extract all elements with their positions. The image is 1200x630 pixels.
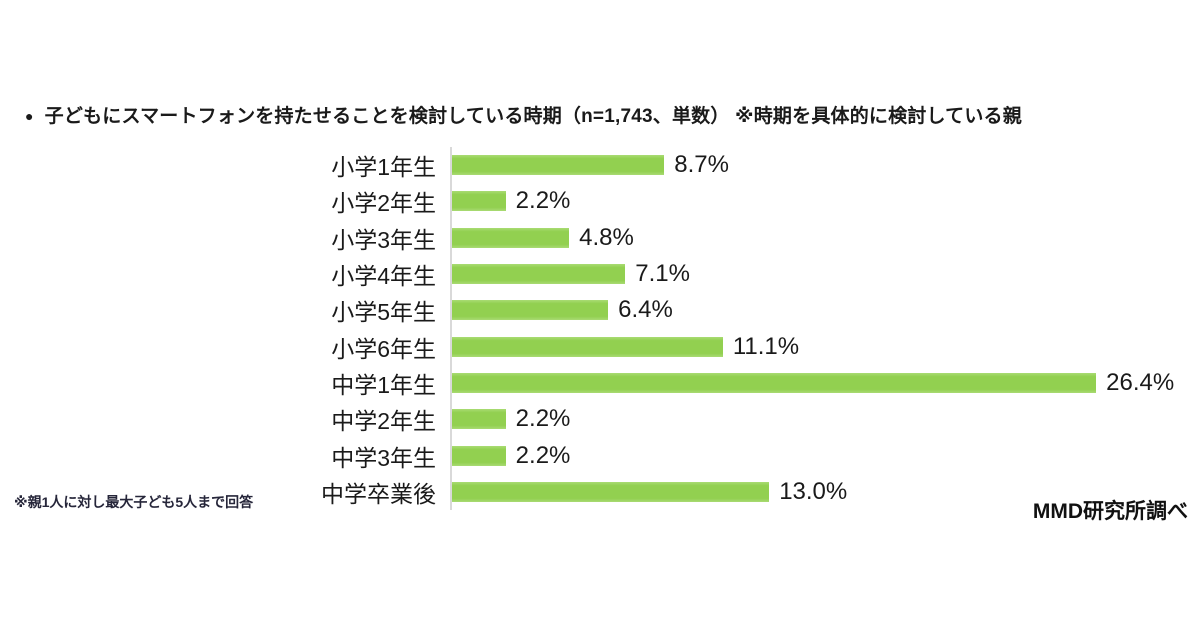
category-label: 小学3年生: [331, 226, 436, 253]
bar-row: 小学2年生 2.2%: [0, 183, 1200, 220]
bar: [452, 409, 506, 430]
value-label: 8.7%: [674, 151, 729, 179]
bar: [452, 336, 723, 357]
bar-row: 中学1年生 26.4%: [0, 364, 1200, 402]
bar-chart: 小学1年生 8.7% 小学2年生 2.2% 小学3年生 4.8% 小学4年生 7.1% 小学5年…: [0, 147, 1200, 510]
plot-area: 6.4%: [450, 292, 1200, 329]
category-label: 小学5年生: [331, 299, 436, 326]
bar-row: 小学6年生 11.1%: [0, 328, 1200, 365]
category-label: 小学4年生: [331, 263, 436, 290]
plot-area: 26.4%: [450, 364, 1200, 402]
bar: [452, 445, 506, 466]
bar: [452, 264, 626, 285]
plot-area: 4.8%: [450, 219, 1200, 256]
plot-area: 11.1%: [450, 328, 1200, 365]
plot-area: 2.2%: [450, 437, 1200, 474]
plot-area: 7.1%: [450, 255, 1200, 293]
category-label: 中学3年生: [331, 444, 436, 471]
category-label: 小学6年生: [331, 335, 436, 362]
plot-area: 2.2%: [450, 401, 1200, 438]
value-label: 7.1%: [635, 260, 690, 288]
bar: [452, 227, 570, 248]
chart-title: 子どもにスマートフォンを持たせることを検討している時期（n=1,743、単数） …: [44, 106, 1022, 127]
bar: [452, 372, 1097, 393]
source-credit: MMD研究所調べ: [1032, 500, 1188, 523]
footnote: ※親1人に対し最大子ども5人まで回答: [14, 494, 254, 510]
plot-area: 13.0%: [450, 473, 1200, 510]
category-label: 中学2年生: [331, 408, 436, 435]
value-label: 13.0%: [779, 477, 848, 505]
bar-row: 小学1年生 8.7%: [0, 147, 1200, 184]
category-label: 小学2年生: [331, 190, 436, 217]
value-label: 11.1%: [732, 332, 800, 360]
category-label: 小学1年生: [331, 154, 436, 181]
bar-row: 小学4年生 7.1%: [0, 255, 1200, 293]
value-label: 2.2%: [515, 441, 571, 469]
value-label: 4.8%: [579, 223, 634, 251]
bar-row: 中学2年生 2.2%: [0, 401, 1200, 438]
plot-area: 8.7%: [450, 147, 1200, 184]
value-label: 26.4%: [1106, 368, 1175, 396]
bar-row: 中学卒業後 13.0%: [0, 473, 1200, 510]
chart-title-row: ● 子どもにスマートフォンを持たせることを検討している時期（n=1,743、単数…: [25, 101, 1175, 128]
value-label: 2.2%: [515, 405, 571, 433]
value-label: 2.2%: [515, 187, 571, 215]
category-label: 中学卒業後: [321, 480, 436, 507]
bar: [452, 481, 770, 502]
bar: [452, 300, 609, 321]
bullet-icon: ●: [25, 107, 34, 124]
bar-row: 中学3年生 2.2%: [0, 437, 1200, 474]
bar: [452, 191, 506, 212]
bar: [452, 155, 665, 176]
value-label: 6.4%: [618, 296, 673, 324]
bar-row: 小学5年生 6.4%: [0, 292, 1200, 329]
bar-row: 小学3年生 4.8%: [0, 219, 1200, 256]
category-label: 中学1年生: [331, 371, 436, 398]
plot-area: 2.2%: [450, 183, 1200, 220]
